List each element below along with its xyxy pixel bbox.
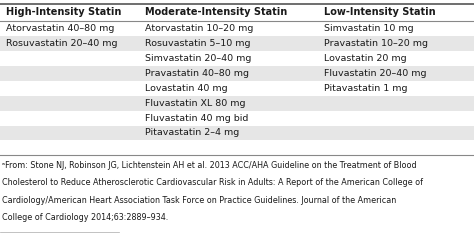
Text: Pitavastatin 1 mg: Pitavastatin 1 mg bbox=[324, 84, 407, 93]
Text: College of Cardiology 2014;63:2889–934.: College of Cardiology 2014;63:2889–934. bbox=[2, 213, 168, 222]
Text: Fluvastatin 20–40 mg: Fluvastatin 20–40 mg bbox=[324, 69, 426, 78]
Bar bbox=[0, 36, 474, 51]
Text: Moderate-Intensity Statin: Moderate-Intensity Statin bbox=[145, 7, 287, 18]
Text: Lovastatin 40 mg: Lovastatin 40 mg bbox=[145, 84, 228, 93]
Text: Rosuvastatin 20–40 mg: Rosuvastatin 20–40 mg bbox=[6, 39, 117, 48]
Text: Simvastatin 20–40 mg: Simvastatin 20–40 mg bbox=[145, 54, 251, 63]
Text: Cholesterol to Reduce Atherosclerotic Cardiovascular Risk in Adults: A Report of: Cholesterol to Reduce Atherosclerotic Ca… bbox=[2, 178, 423, 187]
Text: Fluvastatin XL 80 mg: Fluvastatin XL 80 mg bbox=[145, 99, 246, 108]
Text: Atorvastatin 40–80 mg: Atorvastatin 40–80 mg bbox=[6, 24, 114, 33]
Text: Low-Intensity Statin: Low-Intensity Statin bbox=[324, 7, 435, 18]
Bar bbox=[0, 96, 474, 111]
Text: Cardiology/American Heart Association Task Force on Practice Guidelines. Journal: Cardiology/American Heart Association Ta… bbox=[2, 196, 396, 204]
Bar bbox=[0, 126, 474, 140]
Text: Lovastatin 20 mg: Lovastatin 20 mg bbox=[324, 54, 406, 63]
Text: Pravastatin 40–80 mg: Pravastatin 40–80 mg bbox=[145, 69, 249, 78]
Text: Pitavastatin 2–4 mg: Pitavastatin 2–4 mg bbox=[145, 129, 239, 138]
Text: Rosuvastatin 5–10 mg: Rosuvastatin 5–10 mg bbox=[145, 39, 251, 48]
Text: High-Intensity Statin: High-Intensity Statin bbox=[6, 7, 121, 18]
Text: ᵃFrom: Stone NJ, Robinson JG, Lichtenstein AH et al. 2013 ACC/AHA Guideline on t: ᵃFrom: Stone NJ, Robinson JG, Lichtenste… bbox=[2, 161, 417, 170]
Text: Fluvastatin 40 mg bid: Fluvastatin 40 mg bid bbox=[145, 114, 248, 123]
Text: Pravastatin 10–20 mg: Pravastatin 10–20 mg bbox=[324, 39, 428, 48]
Text: Atorvastatin 10–20 mg: Atorvastatin 10–20 mg bbox=[145, 24, 254, 33]
Bar bbox=[0, 66, 474, 81]
Text: Simvastatin 10 mg: Simvastatin 10 mg bbox=[324, 24, 413, 33]
